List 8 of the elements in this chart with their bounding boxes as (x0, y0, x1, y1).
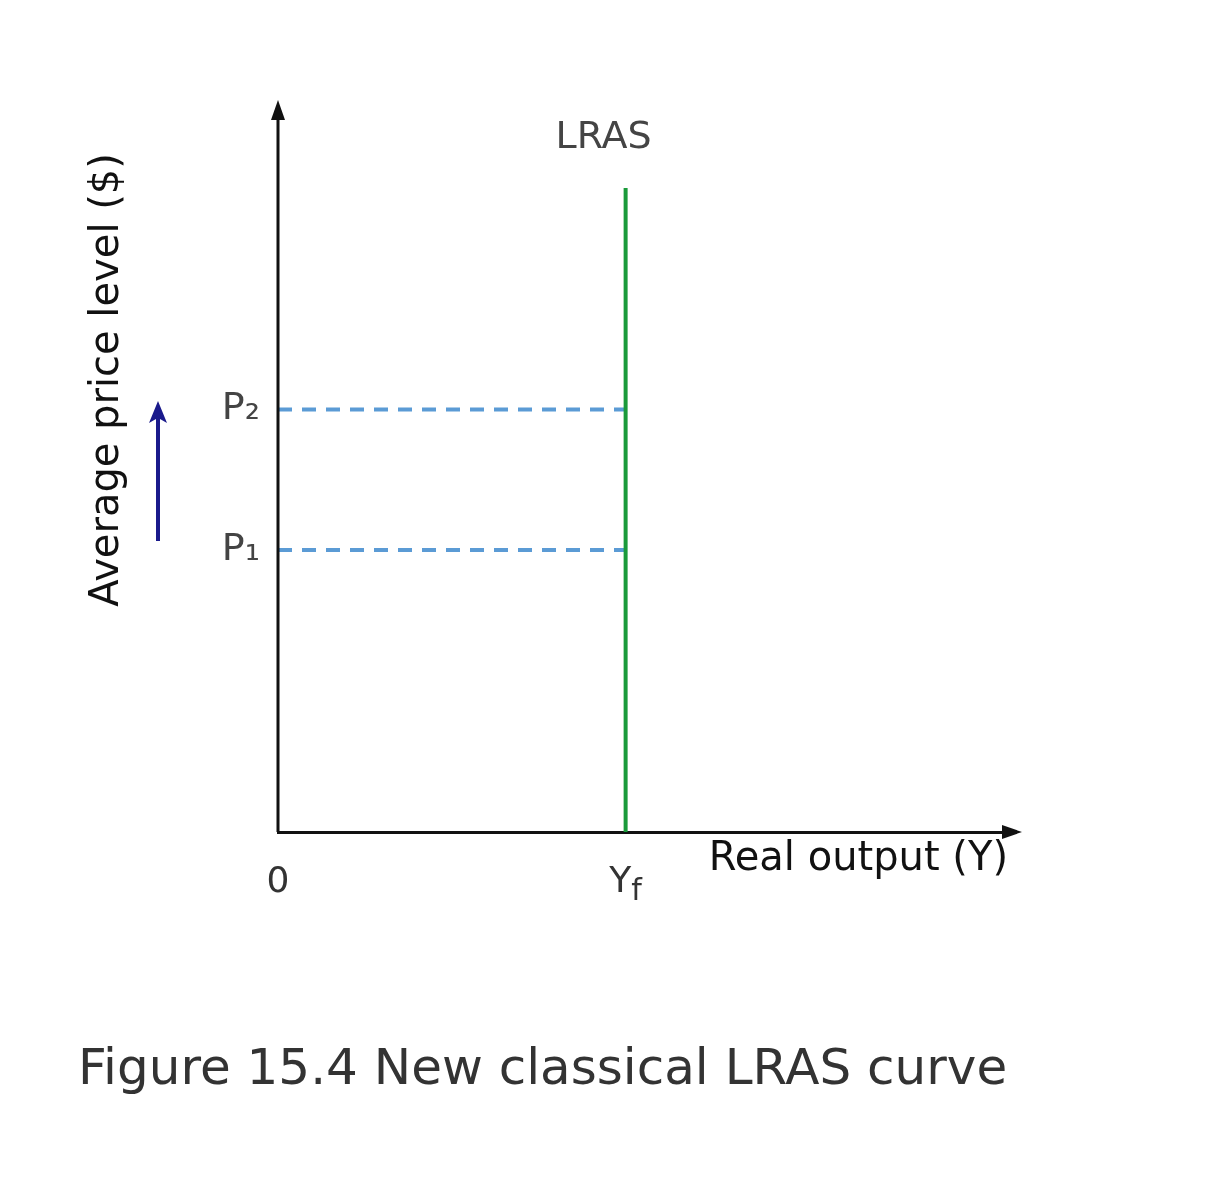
caption: Figure 15.4 New classical LRAS curve (78, 1038, 1008, 1096)
y-axis-title: Average price level ($) (81, 153, 128, 607)
series-label: LRAS (555, 112, 652, 157)
x-tick-label: 0 (265, 858, 291, 902)
x-tick-label: Y$_{f}$ (609, 859, 642, 908)
series-label: P₂ (221, 384, 261, 429)
series-label: P₁ (221, 524, 261, 569)
x-axis-title: Real output (Y) (708, 833, 1008, 880)
